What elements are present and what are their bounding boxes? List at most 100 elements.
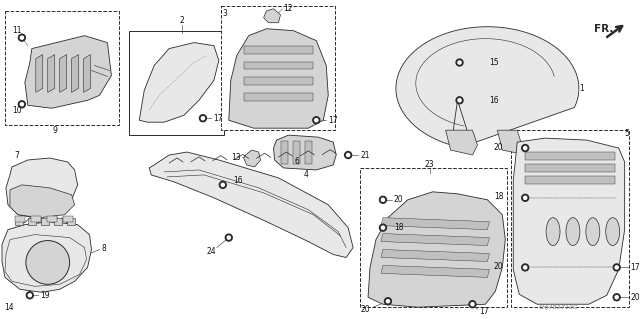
Text: 12: 12 (284, 4, 293, 13)
Text: 6: 6 (294, 158, 300, 167)
Polygon shape (140, 43, 219, 122)
Text: 18: 18 (394, 223, 403, 232)
Polygon shape (28, 218, 36, 225)
Polygon shape (273, 135, 336, 170)
Text: 24: 24 (207, 247, 216, 256)
Polygon shape (67, 218, 75, 225)
Circle shape (458, 99, 461, 102)
Polygon shape (305, 141, 312, 164)
Polygon shape (41, 218, 49, 225)
Polygon shape (60, 55, 67, 93)
Text: 3: 3 (223, 9, 228, 18)
Polygon shape (72, 55, 79, 93)
Polygon shape (149, 152, 353, 257)
Circle shape (19, 34, 26, 41)
Text: 16: 16 (233, 176, 243, 185)
Bar (221, 6, 335, 130)
Text: 11: 11 (12, 26, 21, 35)
Text: 14: 14 (4, 303, 13, 312)
Polygon shape (54, 218, 61, 225)
Ellipse shape (586, 218, 600, 246)
Text: SHJ4B3710G: SHJ4B3710G (539, 305, 579, 310)
Circle shape (524, 196, 527, 199)
Text: 15: 15 (490, 58, 499, 67)
Ellipse shape (605, 218, 620, 246)
Polygon shape (48, 55, 54, 93)
Text: 4: 4 (304, 170, 308, 179)
Circle shape (458, 61, 461, 64)
Polygon shape (282, 141, 289, 164)
Text: 23: 23 (425, 160, 435, 169)
Polygon shape (2, 222, 92, 292)
Text: 21: 21 (360, 151, 369, 160)
Circle shape (28, 294, 31, 297)
Circle shape (19, 101, 26, 108)
Text: 20: 20 (493, 143, 503, 152)
Bar (129, 31, 224, 135)
Text: FR.: FR. (594, 24, 613, 34)
Polygon shape (381, 249, 490, 262)
Polygon shape (25, 36, 111, 108)
Polygon shape (228, 29, 328, 128)
Circle shape (387, 300, 390, 303)
Polygon shape (396, 27, 579, 149)
Polygon shape (525, 176, 614, 184)
Circle shape (202, 117, 205, 120)
Circle shape (227, 236, 230, 239)
Polygon shape (15, 216, 25, 222)
Circle shape (524, 146, 527, 150)
Polygon shape (6, 158, 77, 218)
Circle shape (469, 301, 476, 308)
Polygon shape (244, 150, 260, 167)
Text: 17: 17 (479, 307, 489, 316)
Circle shape (315, 119, 318, 122)
Circle shape (381, 226, 385, 229)
Circle shape (347, 153, 349, 157)
Circle shape (522, 264, 529, 271)
Text: 5: 5 (625, 129, 630, 137)
Bar (5, 11, 120, 125)
Text: 20: 20 (394, 195, 403, 204)
Circle shape (456, 97, 463, 104)
Text: 16: 16 (490, 96, 499, 105)
Text: 18: 18 (494, 192, 503, 201)
Polygon shape (525, 164, 614, 172)
Text: 17: 17 (630, 263, 640, 272)
Circle shape (524, 266, 527, 269)
Text: 19: 19 (40, 291, 49, 300)
Polygon shape (31, 216, 41, 222)
Polygon shape (368, 192, 506, 307)
Circle shape (225, 234, 232, 241)
Polygon shape (381, 265, 490, 277)
Polygon shape (36, 55, 43, 93)
Circle shape (20, 103, 24, 106)
Circle shape (313, 117, 320, 124)
Circle shape (615, 266, 618, 269)
Circle shape (613, 294, 620, 301)
Circle shape (345, 152, 351, 159)
Circle shape (380, 224, 387, 231)
Text: 20: 20 (360, 305, 370, 314)
Circle shape (26, 292, 33, 299)
Text: 20: 20 (493, 262, 503, 271)
Circle shape (522, 194, 529, 201)
Text: 13: 13 (231, 152, 241, 161)
Text: 9: 9 (52, 126, 57, 135)
Text: 8: 8 (102, 244, 106, 253)
Circle shape (613, 264, 620, 271)
Text: 17: 17 (213, 114, 223, 123)
Text: 2: 2 (180, 16, 184, 25)
Polygon shape (244, 62, 314, 70)
Text: 7: 7 (14, 151, 19, 160)
Polygon shape (264, 9, 280, 23)
Circle shape (380, 196, 387, 203)
Polygon shape (513, 138, 625, 304)
Circle shape (385, 298, 392, 305)
Polygon shape (445, 130, 477, 155)
Polygon shape (63, 216, 72, 222)
Polygon shape (15, 218, 23, 225)
Polygon shape (244, 46, 314, 54)
Circle shape (456, 59, 463, 66)
Ellipse shape (546, 218, 560, 246)
Text: 20: 20 (630, 293, 640, 302)
